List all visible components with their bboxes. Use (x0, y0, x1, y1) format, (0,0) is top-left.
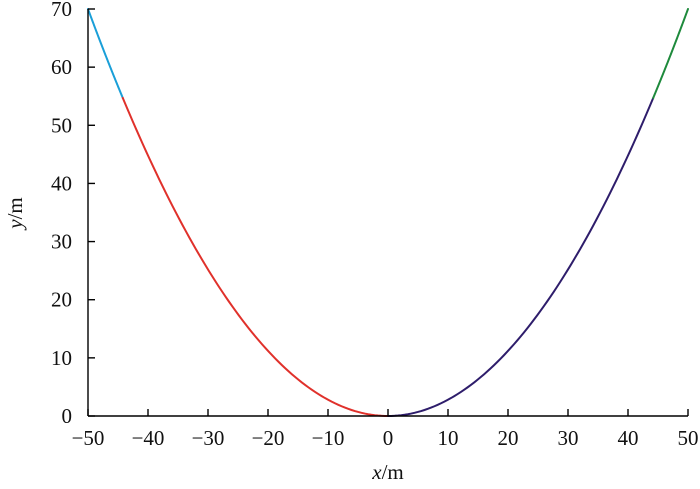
x-tick-label: 0 (383, 426, 394, 450)
y-axis-title: y/m (3, 197, 27, 231)
series-line-2 (121, 96, 389, 417)
x-tick-label: −40 (132, 426, 165, 450)
x-tick-label: 50 (678, 426, 699, 450)
y-tick-label: 70 (51, 0, 72, 21)
x-tick-label: −30 (192, 426, 225, 450)
x-tick-label: −10 (312, 426, 345, 450)
x-tick-label: −50 (72, 426, 105, 450)
y-tick-label: 40 (51, 171, 72, 195)
x-tick-label: 40 (618, 426, 639, 450)
y-tick-label: 60 (51, 55, 72, 79)
series-line-4 (652, 8, 689, 99)
y-tick-label: 0 (62, 404, 73, 428)
y-tick-label: 50 (51, 113, 72, 137)
y-tick-label: 10 (51, 346, 72, 370)
x-tick-label: −20 (252, 426, 285, 450)
y-tick-label: 20 (51, 288, 72, 312)
series-line-1 (87, 8, 124, 99)
x-tick-label: 30 (558, 426, 579, 450)
x-tick-label: 20 (498, 426, 519, 450)
x-tick-label: 10 (438, 426, 459, 450)
x-axis-title: x/m (371, 460, 404, 484)
series-line-3 (387, 96, 655, 417)
axes-layer: −50 −40 −30 −20 −10 0 10 20 30 40 50 0 10 20 30 40 50 60 7… (51, 0, 699, 450)
series-layer (87, 8, 689, 417)
y-tick-label: 30 (51, 230, 72, 254)
